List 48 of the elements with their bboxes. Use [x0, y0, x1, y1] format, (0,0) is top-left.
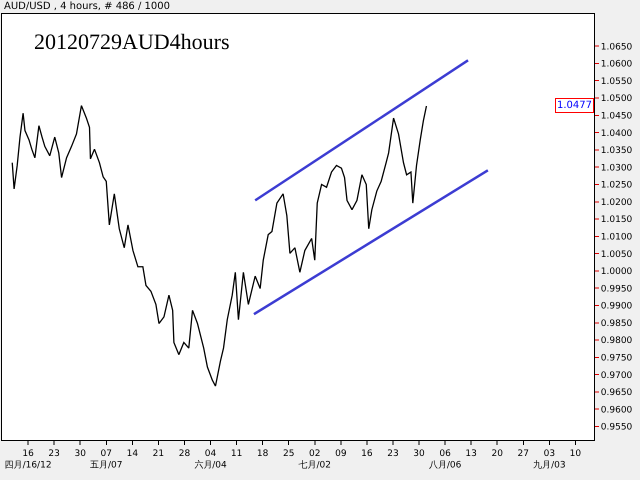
annotation: 1.0477	[557, 100, 592, 111]
y-tick-label: 1.0550	[600, 76, 633, 87]
x-tick-label: 23	[48, 448, 60, 459]
y-tick-label: 1.0200	[600, 198, 633, 208]
y-tick-label: 1.0600	[600, 60, 633, 70]
x-tick-label: 27	[518, 448, 529, 459]
x-tick-label: 11	[230, 448, 242, 459]
y-tick-label: 1.0100	[600, 232, 633, 242]
x-tick-label: 23	[387, 448, 399, 459]
x-tick-label: 02 七月/02	[298, 448, 331, 470]
y-tick-label: 1.0500	[600, 94, 633, 104]
x-tick-label: 30	[413, 448, 426, 459]
x-tick-label: 18	[256, 448, 269, 459]
y-tick-label: 1.0000	[600, 267, 633, 278]
y-tick-label: 0.9800	[600, 336, 633, 346]
y-tick-label: 1.0450	[600, 111, 633, 122]
x-tick-label: 30	[74, 448, 86, 459]
y-tick-label: 0.9700	[600, 370, 633, 381]
x-tick-label: 07 五月/07	[90, 448, 122, 470]
x-tick-label: 20	[491, 448, 504, 459]
x-tick-label: 21	[152, 448, 164, 459]
y-tick-label: 0.9550	[600, 422, 633, 433]
chart-title: AUD/USD , 4 hours, # 486 / 1000	[4, 1, 170, 12]
x-tick-label: 03 九月/03	[533, 448, 566, 470]
x-tick-label: 09	[335, 448, 347, 459]
y-tick-label: 0.9950	[600, 284, 633, 294]
y-tick-label: 1.0150	[600, 215, 633, 226]
y-tick-label: 1.0650	[600, 42, 633, 52]
text: 20120729AUD4hours	[34, 29, 230, 54]
y-tick-label: 0.9850	[600, 318, 633, 329]
x-tick-label: 06 八月/06	[428, 448, 462, 470]
y-tick-label: 1.0300	[600, 163, 633, 174]
y-tick-label: 0.9750	[600, 354, 633, 364]
y-tick-label: 1.0400	[600, 128, 633, 139]
y-tick-label: 1.0050	[600, 250, 633, 260]
x-tick-label: 04 六月/04	[194, 448, 228, 470]
y-tick-label: 1.0350	[600, 146, 633, 156]
y-tick-label: 1.0250	[600, 180, 633, 191]
x-tick-label: 25	[282, 448, 294, 459]
x-tick-label: 13	[465, 448, 477, 459]
x-tick-label: 28	[178, 448, 190, 459]
y-tick-label: 0.9650	[600, 388, 633, 398]
y-tick-label: 0.9900	[600, 302, 633, 312]
x-tick-label: 14	[126, 448, 138, 459]
line-series	[12, 104, 428, 387]
x-tick-label: 10	[570, 448, 582, 459]
y-tick-label: 0.9600	[600, 405, 633, 416]
x-tick-label: 16	[361, 448, 373, 459]
